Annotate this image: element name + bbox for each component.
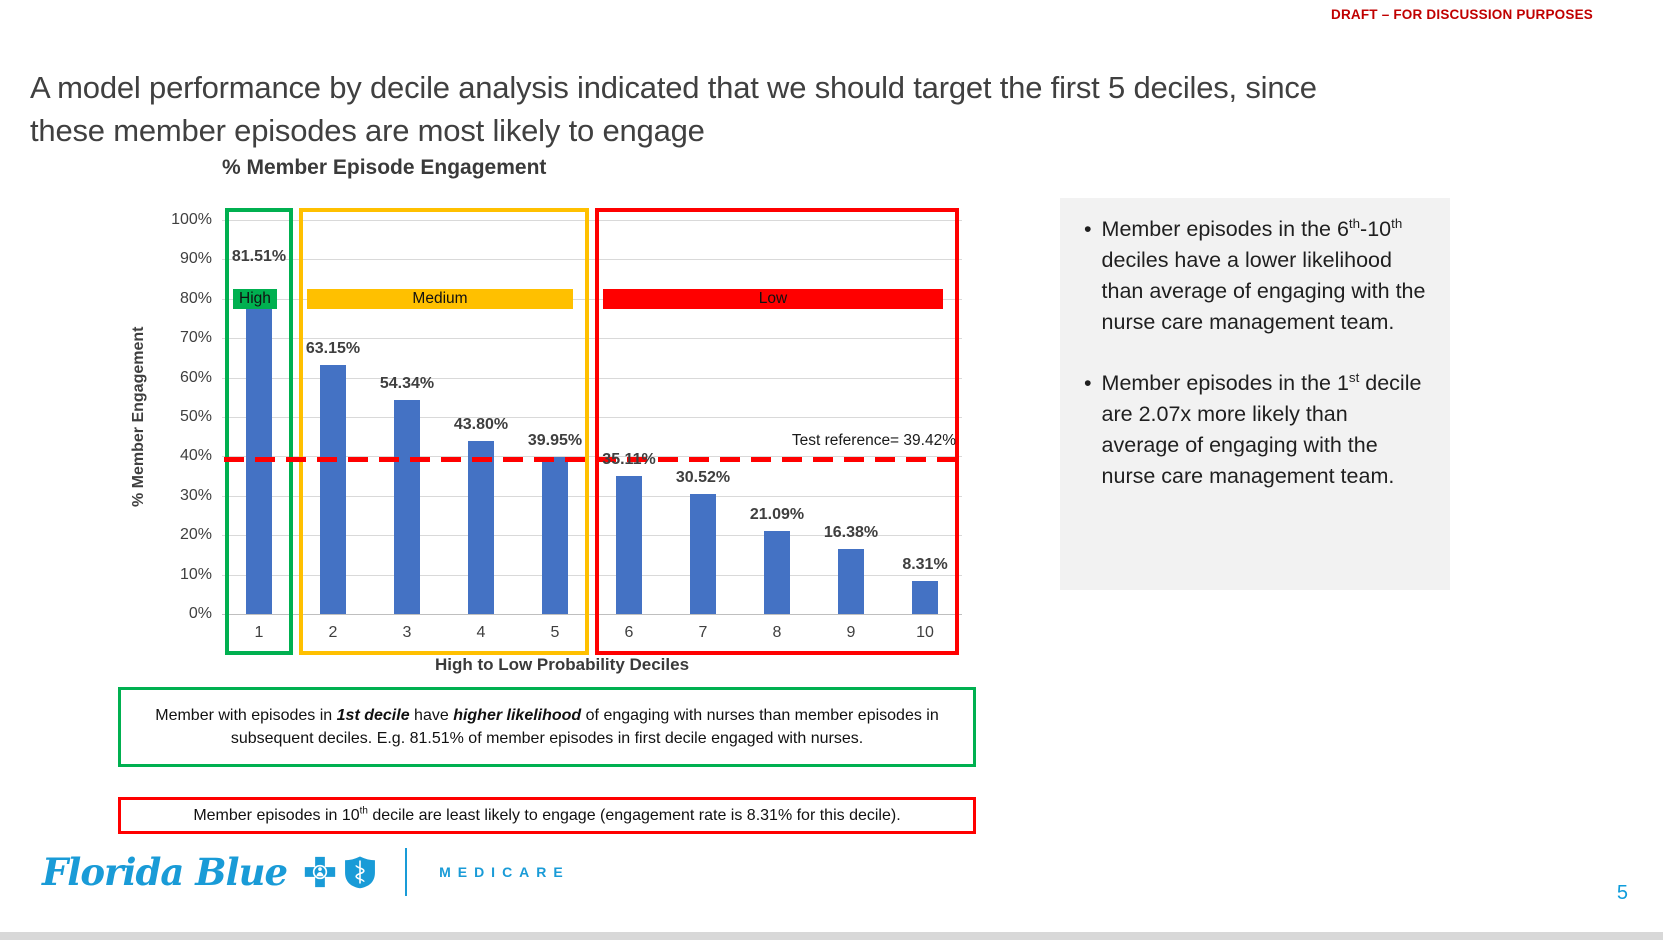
page-title: A model performance by decile analysis i… [30,69,1317,148]
zone-label: Low [758,290,788,308]
zone-band-high: High [233,288,277,309]
plot-area: High Medium Low Test reference= 39.42% 81.51… [222,208,962,655]
reference-line [224,456,960,462]
note-first-decile-text: Member with episodes in 1st decile have … [155,706,939,747]
page-number: 5 [1616,882,1628,904]
bar-value-label: 21.09% [749,505,805,523]
bullet-marker: • [1084,370,1092,395]
bar-value-label: 16.38% [823,524,879,542]
y-tick-label: 10% [179,565,212,583]
bar-value-label: 43.80% [453,416,509,434]
bar-decile-3 [394,399,420,614]
side-bullet-1: • Member episodes in the 6th-10th decile… [1084,214,1430,338]
reference-line-label: Test reference= 39.42% [791,431,956,449]
gridline [222,259,962,261]
zone-label: Medium [412,290,468,308]
y-tick-label: 20% [179,526,212,544]
bar-decile-6 [616,475,642,614]
side-bullet-2-text: Member episodes in the 1st decile are 2.… [1101,369,1422,488]
bullet-marker: • [1084,217,1092,241]
gridline [222,495,962,497]
note-tenth-decile-text: Member episodes in 10th decile are least… [193,805,901,824]
bar-value-label: 81.51% [231,247,287,265]
x-tick-label: 2 [328,624,338,641]
bar-value-label: 63.15% [305,340,361,358]
y-tick-label: 30% [179,486,212,504]
side-bullet-1-text: Member episodes in the 6th-10th deciles … [1101,215,1426,334]
draft-notice: DRAFT – FOR DISCUSSION PURPOSES [1331,7,1593,22]
zone-box-medium [299,208,589,655]
bar-decile-9 [838,549,864,614]
zone-band-medium: Medium [307,288,573,309]
gridline [222,338,962,340]
x-tick-label: 9 [846,624,856,641]
bar-decile-7 [689,493,716,614]
bcbs-cross-icon [304,856,336,888]
bcbs-icons [303,855,377,889]
x-tick-label: 3 [402,624,412,641]
bar-value-label: 54.34% [379,374,435,392]
gridline [222,535,962,537]
zone-band-low: Low [603,288,943,309]
side-bullet-2: • Member episodes in the 1st decile are … [1084,368,1430,492]
y-tick-label: 70% [179,329,212,347]
bar-value-label: 30.52% [675,468,731,486]
x-axis-labels: 1 2 3 4 5 6 7 8 9 10 [222,624,962,646]
medicare-label: MEDICARE [439,864,570,880]
bar-value-label: 39.95% [527,431,583,449]
footer-brand: Florida Blue MEDICARE [42,848,570,896]
zone-box-high [225,208,293,655]
gridline [222,220,962,221]
bar-decile-2 [320,365,346,614]
bar-decile-8 [764,530,790,614]
bar-decile-4 [468,441,494,614]
florida-blue-logo: Florida Blue [42,849,288,894]
y-tick-label: 60% [179,368,212,386]
chart-title: % Member Episode Engagement [222,156,547,179]
zone-box-low [595,208,959,655]
bottom-strip [0,932,1663,940]
zone-label: High [239,290,271,308]
bar-decile-5 [542,456,568,614]
y-tick-label: 80% [179,289,212,307]
bar-decile-1 [246,292,272,614]
bar-value-label: 35.11% [602,450,656,468]
note-first-decile: Member with episodes in 1st decile have … [118,687,976,767]
x-tick-label: 10 [916,624,934,641]
bcbs-shield-icon [345,856,375,889]
y-tick-label: 50% [179,408,212,425]
gridline [222,377,962,379]
side-panel: • Member episodes in the 6th-10th decile… [1060,198,1450,590]
x-tick-label: 7 [698,624,708,641]
x-tick-label: 4 [476,624,486,641]
bar-decile-10 [912,581,938,614]
y-tick-label: 90% [179,250,212,268]
footer-divider [405,848,408,896]
y-tick-label: 40% [179,447,212,465]
x-tick-label: 5 [550,624,560,641]
gridline [222,614,962,615]
y-axis-labels: 100% 90% 80% 70% 60% 50% 40% 30% 20% 10% 0% [146,211,212,622]
gridline [222,298,962,300]
bar-value-label: 8.31% [902,556,948,574]
x-tick-label: 8 [772,624,782,641]
y-tick-label: 0% [188,605,212,622]
x-tick-label: 6 [624,624,634,641]
y-tick-label: 100% [171,211,212,228]
gridline [222,574,962,576]
note-tenth-decile: Member episodes in 10th decile are least… [118,797,976,834]
gridline [222,417,962,418]
x-tick-label: 1 [254,624,264,641]
x-axis-title: High to Low Probability Deciles [434,655,690,674]
